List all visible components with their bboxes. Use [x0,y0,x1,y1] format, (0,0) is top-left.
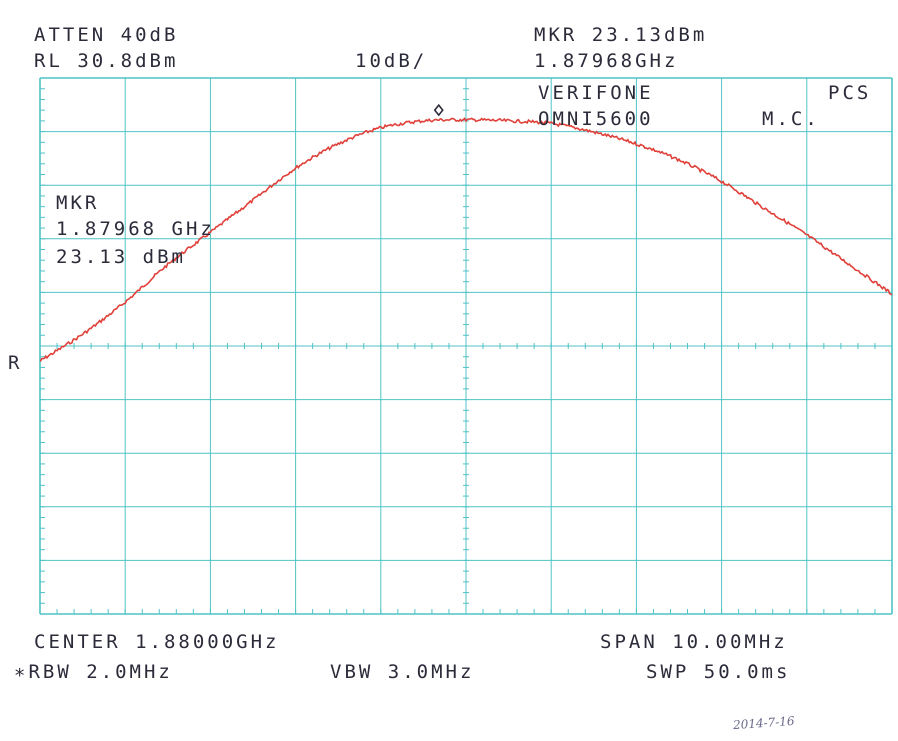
device-model: OMNI5600 [538,108,654,130]
marker-symbol [433,103,444,117]
ref-level-label: RL 30.8dBm [34,50,179,72]
marker-box-freq: 1.87968 GHz [56,218,215,240]
vbw-label: VBW 3.0MHz [330,661,475,683]
atten-label: ATTEN 40dB [34,24,179,46]
marker-box-title: MKR [56,192,100,214]
span-label: SPAN 10.00MHz [600,631,788,653]
marker-box-level: 23.13 dBm [56,246,186,268]
ref-side-label: R [8,352,23,374]
scale-label: 10dB/ [355,50,428,72]
device-band: PCS [828,82,872,104]
marker-readout: MKR 23.13dBm [534,24,708,46]
spectrum-trace [39,117,893,362]
plot-ticks [39,77,893,615]
center-freq-label: CENTER 1.88000GHz [34,631,280,653]
marker-freq-readout: 1.87968GHz [534,50,679,72]
sweep-time-label: SWP 50.0ms [646,661,791,683]
rbw-label: ∗RBW 2.0MHz [14,661,173,683]
marker-diamond [433,103,444,117]
device-name: VERIFONE [538,82,654,104]
device-note: M.C. [762,108,820,130]
